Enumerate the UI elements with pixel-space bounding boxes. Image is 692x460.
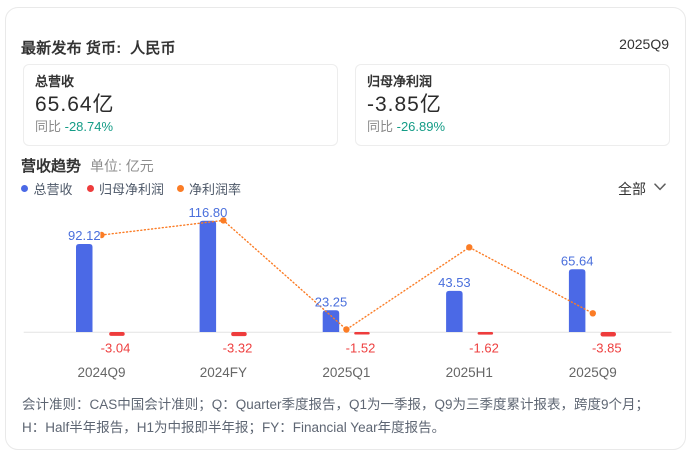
svg-text:2025H1: 2025H1 bbox=[446, 365, 493, 380]
svg-text:23.25: 23.25 bbox=[315, 295, 348, 310]
svg-text:2024FY: 2024FY bbox=[200, 365, 247, 380]
svg-text:-1.62: -1.62 bbox=[469, 341, 499, 356]
svg-text:116.80: 116.80 bbox=[189, 205, 228, 220]
svg-text:65.64: 65.64 bbox=[561, 254, 594, 269]
svg-text:43.53: 43.53 bbox=[438, 275, 471, 290]
svg-text:2024Q9: 2024Q9 bbox=[77, 365, 125, 380]
svg-text:2025Q9: 2025Q9 bbox=[569, 365, 617, 380]
svg-text:-1.52: -1.52 bbox=[346, 341, 376, 356]
svg-text:-3.32: -3.32 bbox=[223, 341, 253, 356]
svg-text:-3.04: -3.04 bbox=[101, 341, 131, 356]
svg-text:92.12: 92.12 bbox=[68, 228, 101, 243]
svg-text:2025Q1: 2025Q1 bbox=[322, 365, 370, 380]
svg-text:-3.85: -3.85 bbox=[592, 341, 622, 356]
